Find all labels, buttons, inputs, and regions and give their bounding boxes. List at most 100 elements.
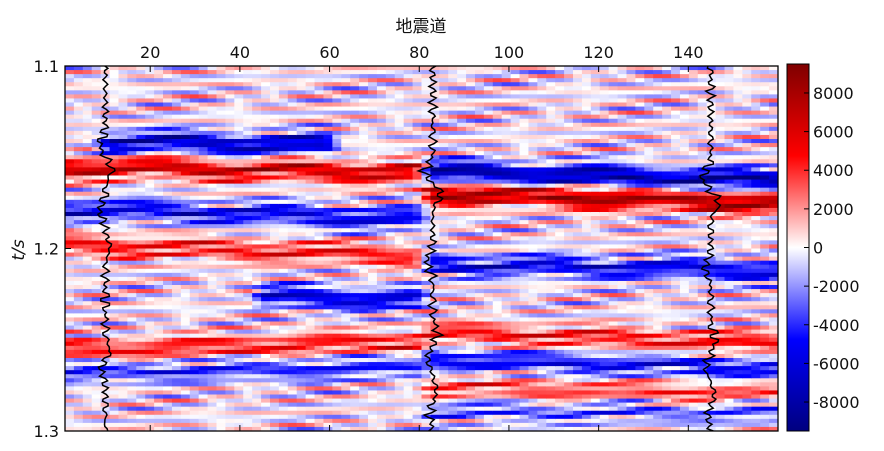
heatmap-cell <box>323 110 333 116</box>
heatmap-cell <box>359 82 369 87</box>
heatmap-cell <box>136 398 146 404</box>
heatmap-cell <box>145 293 155 298</box>
heatmap-cell <box>537 406 547 412</box>
heatmap-cell <box>171 276 182 282</box>
heatmap-cell <box>350 216 360 221</box>
heatmap-cell <box>216 337 227 343</box>
heatmap-cell <box>359 94 369 100</box>
heatmap-cell <box>483 406 494 412</box>
heatmap-cell <box>91 114 102 120</box>
heatmap-cell <box>243 418 253 424</box>
heatmap-cell <box>510 159 521 164</box>
heatmap-cell <box>385 345 396 351</box>
heatmap-cell <box>234 147 244 152</box>
heatmap-cell <box>216 94 227 100</box>
heatmap-cell <box>163 402 173 408</box>
heatmap-cell <box>189 256 200 262</box>
heatmap-cell <box>421 143 432 148</box>
heatmap-cell <box>394 179 405 185</box>
heatmap-cell <box>519 264 530 270</box>
heatmap-cell <box>341 232 351 237</box>
heatmap-cell <box>225 94 235 100</box>
heatmap-cell <box>145 297 155 302</box>
heatmap-cell <box>163 102 173 108</box>
heatmap-cell <box>439 325 449 331</box>
heatmap-cell <box>359 159 369 164</box>
heatmap-cell <box>501 280 512 286</box>
heatmap-cell <box>243 244 253 250</box>
heatmap-cell <box>287 171 298 177</box>
heatmap-cell <box>216 378 227 383</box>
heatmap-cell <box>510 280 521 286</box>
heatmap-cell <box>546 422 556 428</box>
heatmap-cell <box>483 422 494 428</box>
heatmap-cell <box>466 187 476 193</box>
heatmap-cell <box>359 130 369 136</box>
heatmap-cell <box>466 228 476 233</box>
heatmap-cell <box>136 289 146 294</box>
heatmap-cell <box>394 207 405 213</box>
heatmap-cell <box>519 370 530 375</box>
heatmap-cells <box>65 66 778 431</box>
heatmap-cell <box>216 98 227 104</box>
heatmap-cell <box>466 394 476 400</box>
heatmap-cell <box>216 248 227 254</box>
heatmap-cell <box>189 98 200 104</box>
heatmap-cell <box>127 378 137 383</box>
heatmap-cell <box>430 260 440 266</box>
heatmap-cell <box>109 90 120 95</box>
heatmap-cell <box>189 102 200 108</box>
heatmap-cell <box>261 402 271 408</box>
heatmap-cell <box>439 106 449 112</box>
heatmap-cell <box>403 130 414 136</box>
heatmap-cell <box>198 285 209 290</box>
heatmap-cell <box>73 293 84 298</box>
heatmap-cell <box>555 252 565 258</box>
heatmap-cell <box>501 390 512 396</box>
heatmap-cell <box>528 353 538 359</box>
heatmap-cell <box>376 122 387 128</box>
heatmap-cell <box>65 394 75 400</box>
heatmap-cell <box>546 272 556 278</box>
heatmap-cell <box>296 353 307 359</box>
heatmap-cell <box>109 159 120 164</box>
heatmap-cell <box>546 102 556 108</box>
heatmap-cell <box>198 155 209 160</box>
heatmap-cell <box>501 90 512 95</box>
heatmap-cell <box>91 321 102 327</box>
heatmap-cell <box>385 366 396 371</box>
heatmap-cell <box>492 240 503 246</box>
heatmap-cell <box>154 248 164 254</box>
heatmap-cell <box>207 297 218 302</box>
heatmap-cell <box>145 329 155 335</box>
heatmap-cell <box>216 78 227 83</box>
heatmap-cell <box>198 276 209 282</box>
heatmap-cell <box>198 102 209 108</box>
heatmap-cell <box>145 110 155 116</box>
heatmap-cell <box>412 118 423 124</box>
heatmap-cell <box>501 386 512 392</box>
heatmap-cell <box>91 155 102 160</box>
heatmap-cell <box>287 349 298 355</box>
heatmap-cell <box>376 276 387 282</box>
heatmap-cell <box>483 276 494 282</box>
heatmap-cell <box>252 78 262 83</box>
heatmap-cell <box>305 426 316 431</box>
heatmap-cell <box>189 114 200 120</box>
heatmap-cell <box>332 159 342 164</box>
heatmap-cell <box>118 151 128 156</box>
heatmap-cell <box>412 179 423 185</box>
heatmap-cell <box>243 175 253 181</box>
heatmap-cell <box>376 126 387 132</box>
heatmap-cell <box>154 139 164 144</box>
heatmap-cell <box>109 394 120 400</box>
heatmap-cell <box>376 139 387 144</box>
heatmap-cell <box>519 207 530 213</box>
heatmap-cell <box>154 244 164 250</box>
heatmap-cell <box>269 86 280 91</box>
heatmap-cell <box>501 349 512 355</box>
heatmap-cell <box>546 171 556 177</box>
heatmap-cell <box>528 102 538 108</box>
heatmap-cell <box>341 272 351 278</box>
heatmap-cell <box>243 358 253 363</box>
